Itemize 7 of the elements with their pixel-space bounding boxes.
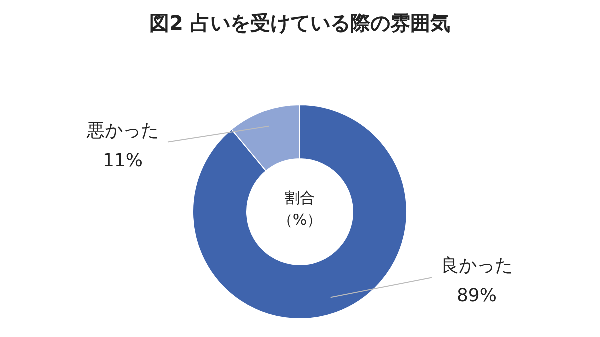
category-label: 悪かった	[87, 120, 159, 142]
value-label: 89%	[457, 286, 497, 307]
annotation: 割合	[285, 189, 315, 207]
title: 図2 占いを受けている際の雰囲気	[150, 11, 450, 35]
value-label: 11%	[103, 150, 143, 172]
annotation: （%）	[278, 211, 322, 229]
category-label: 良かった	[441, 256, 513, 277]
